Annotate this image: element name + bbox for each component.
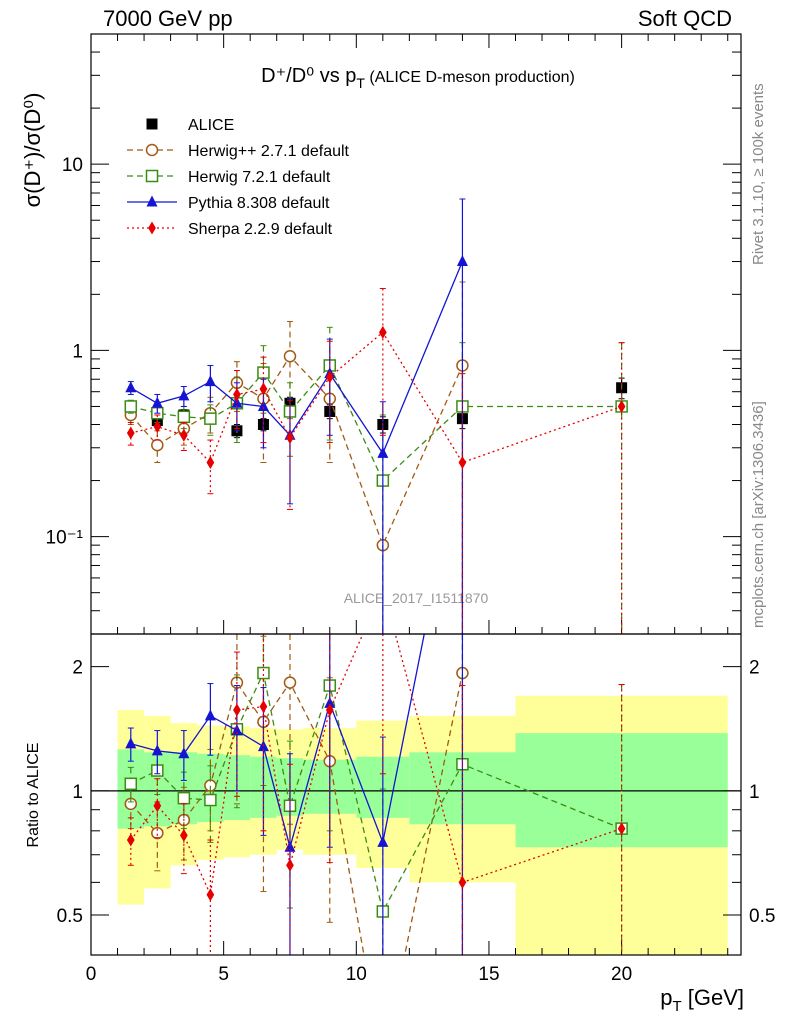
marker-herwig7	[204, 412, 217, 425]
y-axis-label: σ(D⁺)/σ(D⁰)	[20, 93, 45, 208]
marker-sherpa	[153, 799, 162, 813]
main-sherpa-2-2-9-default	[126, 287, 626, 635]
marker-herwig7	[257, 666, 270, 680]
marker-sherpa	[259, 382, 268, 396]
marker-pythia	[377, 446, 389, 458]
marker-pythia	[178, 389, 190, 401]
series-line	[130, 634, 425, 850]
marker-sherpa	[378, 325, 387, 339]
marker-pythia	[257, 399, 269, 411]
marker-sherpa	[325, 370, 334, 384]
series-line	[130, 331, 622, 464]
marker-sherpa	[148, 221, 156, 235]
marker-sherpa	[458, 456, 467, 470]
main-herwig-2-7-1-default	[124, 281, 469, 635]
legend-label: Herwig++ 2.7.1 default	[188, 143, 350, 160]
marker-sherpa	[180, 428, 188, 442]
main-herwig-7-2-1-default	[124, 326, 628, 635]
y-tick-label: 10	[62, 155, 83, 176]
mcplots-label: mcplots.cern.ch [arXiv:1306.3436]	[750, 401, 767, 628]
marker-alice	[146, 118, 158, 130]
marker-herwigpp	[151, 438, 164, 452]
marker-sherpa	[286, 858, 294, 872]
ratio-plot-frame	[90, 633, 742, 956]
legend-label: ALICE	[188, 117, 234, 134]
x-tick-label: 10	[346, 964, 367, 985]
marker-herwig7	[177, 791, 191, 805]
marker-sherpa	[233, 703, 241, 717]
marker-pythia	[204, 375, 216, 387]
marker-herwig7	[204, 793, 217, 807]
marker-pythia	[146, 195, 158, 207]
marker-herwigpp	[145, 143, 159, 157]
marker-sherpa	[126, 833, 135, 847]
y-tick-label: 10⁻¹	[46, 528, 84, 549]
ratio-tick-label: 2	[749, 658, 760, 679]
marker-herwig7	[177, 410, 191, 424]
header-left: 7000 GeV pp	[103, 6, 233, 31]
marker-herwig7	[124, 777, 138, 791]
y-tick-label: 1	[72, 341, 83, 362]
legend-label: Pythia 8.308 default	[188, 195, 330, 212]
chart-title: D⁺/D⁰ vs pT (ALICE D-meson production)	[261, 65, 575, 91]
analysis-label: ALICE_2017_I1511870	[344, 590, 489, 606]
marker-sherpa	[617, 822, 626, 836]
marker-herwigpp	[283, 676, 297, 689]
marker-sherpa	[259, 700, 268, 714]
marker-herwigpp	[151, 826, 164, 840]
ratio-tick-label: 0.5	[57, 906, 83, 927]
marker-sherpa	[206, 888, 215, 902]
marker-pythia	[178, 747, 190, 759]
x-tick-label: 20	[611, 964, 632, 985]
marker-sherpa	[126, 426, 135, 440]
marker-sherpa	[286, 431, 294, 445]
marker-sherpa	[617, 399, 626, 413]
series-line	[130, 355, 463, 547]
ratio-axis-label: Ratio to ALICE	[25, 743, 42, 848]
legend-label: Herwig 7.2.1 default	[188, 169, 331, 186]
x-axis-label: pT [GeV]	[660, 985, 744, 1015]
marker-pythia	[231, 724, 243, 736]
ratio-tick-label: 1	[749, 782, 760, 803]
legend: ALICE Herwig++ 2.7.1 default Herwig 7.2.1 …	[127, 117, 350, 238]
x-tick-label: 5	[218, 964, 229, 985]
ratio-tick-label: 1	[72, 782, 83, 803]
marker-pythia	[324, 696, 336, 708]
marker-pythia	[377, 835, 389, 847]
x-tick-label: 15	[478, 964, 499, 985]
ratio-tick-label: 2	[72, 658, 83, 679]
marker-pythia	[204, 709, 216, 721]
marker-sherpa	[153, 420, 162, 434]
marker-pythia	[151, 396, 163, 408]
rivet-label: Rivet 3.1.10, ≥ 100k events	[750, 83, 767, 265]
marker-sherpa	[458, 875, 467, 889]
header-right: Soft QCD	[638, 6, 732, 31]
marker-sherpa	[233, 387, 241, 401]
marker-herwig7	[145, 169, 159, 183]
marker-pythia	[125, 737, 137, 749]
marker-herwigpp	[283, 350, 297, 363]
marker-pythia	[151, 744, 163, 756]
uncertainty-bands	[117, 695, 728, 955]
x-tick-label: 0	[86, 964, 97, 985]
marker-pythia	[456, 255, 468, 267]
series-line	[130, 261, 464, 455]
marker-sherpa	[325, 703, 334, 717]
marker-pythia	[125, 381, 137, 393]
ratio-tick-label: 0.5	[749, 906, 775, 927]
marker-herwig7	[124, 400, 138, 413]
legend-label: Sherpa 2.2.9 default	[188, 221, 333, 238]
main-pythia-8-308-default	[125, 198, 468, 635]
marker-sherpa	[206, 456, 215, 470]
marker-sherpa	[180, 828, 188, 842]
